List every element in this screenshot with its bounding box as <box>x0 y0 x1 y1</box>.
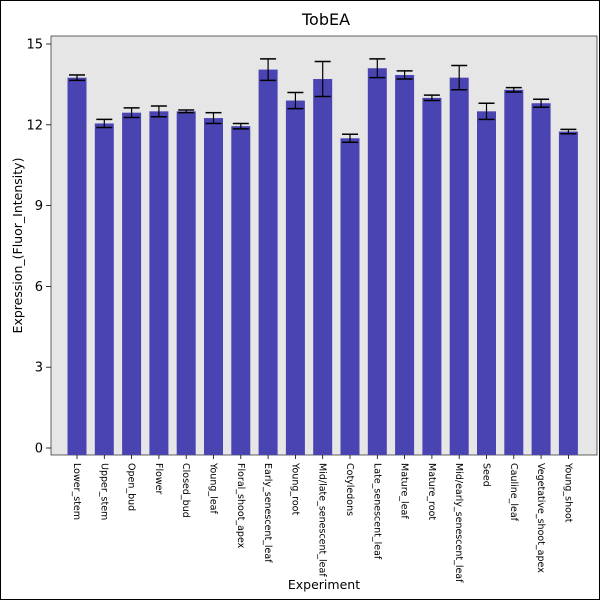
bar <box>531 103 551 456</box>
bar <box>258 69 278 455</box>
x-tick-label: Mature_root <box>426 463 437 520</box>
x-axis: Lower_stem Upper_stem Open_bud Flower Closed… <box>71 455 573 583</box>
bar <box>449 77 469 456</box>
bar <box>422 97 442 455</box>
bar <box>558 131 578 456</box>
x-tick-label: Mid/early_senescent_leaf <box>453 463 464 583</box>
x-tick-label: Flower <box>153 463 164 495</box>
x-tick-label: Lower_stem <box>71 463 82 520</box>
y-axis-title: Expression_(Fluor_Intensity) <box>10 158 25 334</box>
bar <box>204 118 223 456</box>
x-tick-label: Upper_stem <box>98 463 109 520</box>
x-tick-label: Mid/late_senescent_leaf <box>317 463 328 577</box>
bar <box>340 138 360 455</box>
bar <box>313 79 333 455</box>
x-tick-label: Young_root <box>289 462 300 515</box>
x-tick-label: Late_senescent_leaf <box>371 463 382 560</box>
bar <box>67 77 87 456</box>
bar <box>395 74 415 456</box>
y-tick-label: 15 <box>26 38 43 53</box>
x-tick-label: Floral_shoot_apex <box>235 463 246 549</box>
bar <box>176 111 196 455</box>
bar <box>94 123 114 455</box>
x-tick-label: Open_bud <box>126 463 137 511</box>
x-tick-label: Cauline_leaf <box>508 463 519 522</box>
y-tick-label: 3 <box>35 361 43 376</box>
y-axis: 0 3 6 9 12 15 <box>26 38 51 457</box>
x-tick-label: Cotyledons <box>344 463 355 516</box>
x-axis-title: Experiment <box>288 577 360 592</box>
bar <box>504 89 524 455</box>
x-tick-label: Vegetative_shoot_apex <box>535 463 546 573</box>
bar <box>122 112 142 456</box>
bar <box>149 111 169 455</box>
y-tick-label: 12 <box>26 118 43 133</box>
y-tick-label: 9 <box>35 199 43 214</box>
bar <box>285 100 305 455</box>
bar <box>367 68 387 456</box>
x-tick-label: Seed <box>481 463 492 487</box>
bar <box>477 111 496 455</box>
bar <box>231 126 251 455</box>
x-tick-label: Young_shoot <box>562 462 573 523</box>
bars-group <box>67 68 578 456</box>
x-tick-label: Closed_bud <box>180 463 191 518</box>
chart-title: TobEA <box>301 10 350 29</box>
error-bars-group <box>69 58 577 144</box>
x-tick-label: Young_leaf <box>208 462 219 514</box>
y-tick-label: 6 <box>35 280 43 295</box>
x-tick-label: Early_senescent_leaf <box>262 463 273 563</box>
x-tick-label: Mature_leaf <box>399 463 410 519</box>
y-tick-label: 0 <box>35 442 43 457</box>
